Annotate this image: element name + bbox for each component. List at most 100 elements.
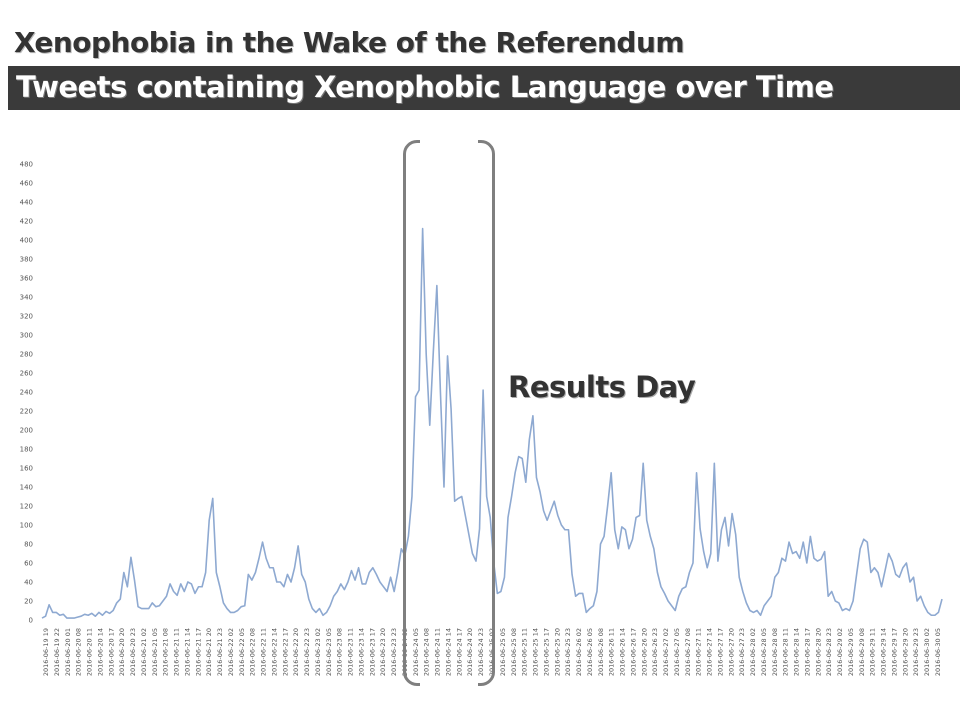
x-tick-label: 2016-06-21 05 xyxy=(151,628,159,676)
x-tick-label: 2016-06-23 02 xyxy=(314,628,322,676)
x-tick-label: 2016-06-25 20 xyxy=(553,628,561,676)
x-tick-label: 2016-06-19 19 xyxy=(42,628,50,676)
results-day-bracket xyxy=(403,140,495,686)
y-tick-label: 420 xyxy=(20,218,33,226)
y-tick-label: 160 xyxy=(20,465,33,473)
y-tick-label: 360 xyxy=(20,275,33,283)
slide-subtitle: Tweets containing Xenophobic Language ov… xyxy=(16,70,834,104)
y-tick-label: 240 xyxy=(20,389,33,397)
x-tick-label: 2016-06-25 17 xyxy=(542,628,550,676)
y-tick-label: 180 xyxy=(20,446,33,454)
y-tick-label: 220 xyxy=(20,408,33,416)
y-tick-label: 320 xyxy=(20,313,33,321)
y-tick-label: 380 xyxy=(20,256,33,264)
y-tick-label: 460 xyxy=(20,180,33,188)
slide-title: Xenophobia in the Wake of the Referendum xyxy=(14,26,685,59)
x-tick-label: 2016-06-29 23 xyxy=(912,628,920,676)
x-tick-label: 2016-06-27 11 xyxy=(695,628,703,676)
x-tick-label: 2016-06-29 20 xyxy=(901,628,909,676)
x-tick-label: 2016-06-22 23 xyxy=(303,628,311,676)
y-tick-label: 120 xyxy=(20,503,33,511)
bracket-bottom-gap xyxy=(420,681,478,689)
x-tick-label: 2016-06-23 08 xyxy=(336,628,344,676)
x-tick-label: 2016-06-26 14 xyxy=(619,628,627,676)
x-tick-label: 2016-06-22 08 xyxy=(249,628,257,676)
x-tick-label: 2016-06-26 02 xyxy=(575,628,583,676)
results-day-label: Results Day xyxy=(508,370,696,404)
y-tick-label: 400 xyxy=(20,237,33,245)
y-tick-label: 260 xyxy=(20,370,33,378)
x-tick-label: 2016-06-30 02 xyxy=(923,628,931,676)
y-tick-label: 40 xyxy=(24,579,33,587)
x-tick-label: 2016-06-28 05 xyxy=(760,628,768,676)
x-tick-label: 2016-06-22 17 xyxy=(281,628,289,676)
y-tick-label: 480 xyxy=(20,161,33,169)
x-tick-label: 2016-06-28 20 xyxy=(814,628,822,676)
x-tick-label: 2016-06-24 17 xyxy=(455,628,463,676)
x-tick-label: 2016-06-24 23 xyxy=(477,628,485,676)
x-tick-label: 2016-06-27 23 xyxy=(738,628,746,676)
x-tick-label: 2016-06-29 05 xyxy=(847,628,855,676)
x-tick-label: 2016-06-25 11 xyxy=(521,628,529,676)
x-axis: 2016-06-19 19 2016-06-19 22 2016-06-20 01 2… xyxy=(42,628,942,676)
x-tick-label: 2016-06-25 23 xyxy=(564,628,572,676)
y-tick-label: 140 xyxy=(20,484,33,492)
x-tick-label: 2016-06-28 02 xyxy=(749,628,757,676)
x-tick-label: 2016-06-20 08 xyxy=(75,628,83,676)
x-tick-label: 2016-06-21 11 xyxy=(173,628,181,676)
x-tick-label: 2016-06-20 20 xyxy=(118,628,126,676)
x-tick-label: 2016-06-22 14 xyxy=(270,628,278,676)
x-tick-label: 2016-06-23 05 xyxy=(325,628,333,676)
x-tick-label: 2016-06-20 17 xyxy=(107,628,115,676)
x-tick-label: 2016-06-24 11 xyxy=(434,628,442,676)
x-tick-label: 2016-06-21 08 xyxy=(162,628,170,676)
x-tick-label: 2016-06-21 17 xyxy=(194,628,202,676)
y-axis: 0 20 40 60 80 100 120 140 160 180 200 220 240 260 280 3… xyxy=(20,161,33,625)
y-tick-label: 20 xyxy=(24,598,33,606)
x-tick-label: 2016-06-24 14 xyxy=(444,628,452,676)
x-tick-label: 2016-06-23 20 xyxy=(379,628,387,676)
x-tick-label: 2016-06-22 02 xyxy=(227,628,235,676)
x-tick-label: 2016-06-26 17 xyxy=(629,628,637,676)
x-tick-label: 2016-06-28 17 xyxy=(803,628,811,676)
x-tick-label: 2016-06-29 17 xyxy=(890,628,898,676)
x-tick-label: 2016-06-29 11 xyxy=(869,628,877,676)
y-tick-label: 80 xyxy=(24,541,33,549)
x-tick-label: 2016-06-22 05 xyxy=(238,628,246,676)
x-tick-label: 2016-06-27 17 xyxy=(716,628,724,676)
x-tick-label: 2016-06-24 05 xyxy=(412,628,420,676)
y-tick-label: 0 xyxy=(29,617,33,625)
x-tick-label: 2016-06-22 20 xyxy=(292,628,300,676)
x-tick-label: 2016-06-28 11 xyxy=(782,628,790,676)
x-tick-label: 2016-06-20 14 xyxy=(96,628,104,676)
x-tick-label: 2016-06-21 23 xyxy=(216,628,224,676)
x-tick-label: 2016-06-30 05 xyxy=(934,628,942,676)
x-tick-label: 2016-06-24 08 xyxy=(423,628,431,676)
x-tick-label: 2016-06-22 11 xyxy=(260,628,268,676)
y-tick-label: 100 xyxy=(20,522,33,530)
x-tick-label: 2016-06-29 14 xyxy=(880,628,888,676)
x-tick-label: 2016-06-19 22 xyxy=(53,628,61,676)
x-tick-label: 2016-06-27 08 xyxy=(684,628,692,676)
x-tick-label: 2016-06-24 20 xyxy=(466,628,474,676)
x-tick-label: 2016-06-20 01 xyxy=(64,628,72,676)
x-tick-label: 2016-06-25 05 xyxy=(499,628,507,676)
x-tick-label: 2016-06-29 02 xyxy=(836,628,844,676)
x-tick-label: 2016-06-23 23 xyxy=(390,628,398,676)
x-tick-label: 2016-06-23 17 xyxy=(368,628,376,676)
y-tick-label: 300 xyxy=(20,332,33,340)
x-tick-label: 2016-06-26 11 xyxy=(608,628,616,676)
x-tick-label: 2016-06-21 02 xyxy=(140,628,148,676)
x-tick-label: 2016-06-27 02 xyxy=(662,628,670,676)
subtitle-banner: Tweets containing Xenophobic Language ov… xyxy=(8,66,960,110)
x-tick-label: 2016-06-27 20 xyxy=(727,628,735,676)
x-tick-label: 2016-06-26 05 xyxy=(586,628,594,676)
x-tick-label: 2016-06-26 20 xyxy=(640,628,648,676)
x-tick-label: 2016-06-21 20 xyxy=(205,628,213,676)
y-tick-label: 280 xyxy=(20,351,33,359)
y-tick-label: 340 xyxy=(20,294,33,302)
x-tick-label: 2016-06-23 11 xyxy=(347,628,355,676)
x-tick-label: 2016-06-29 08 xyxy=(858,628,866,676)
x-tick-label: 2016-06-23 14 xyxy=(357,628,365,676)
